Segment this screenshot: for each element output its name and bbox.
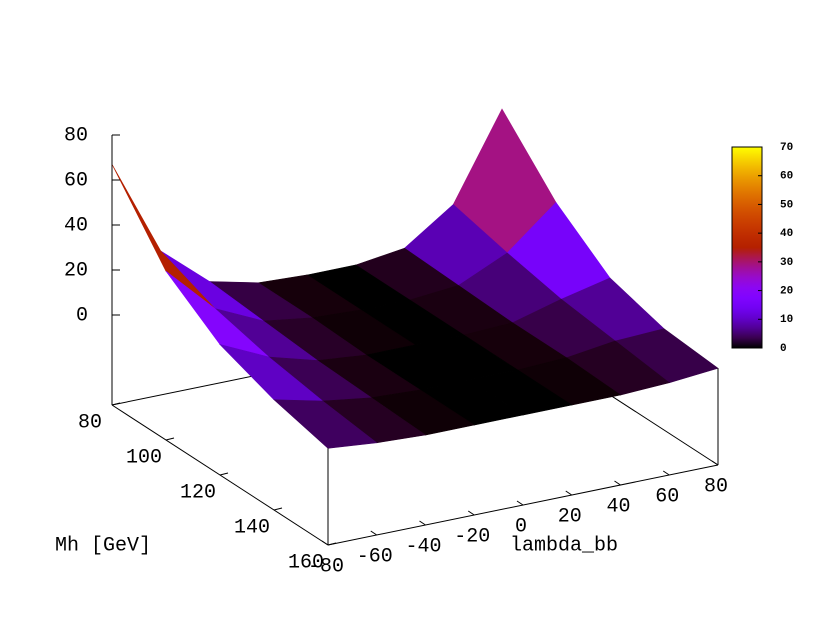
y-tick-label: 160	[288, 551, 324, 574]
y-axis-label: Mh [GeV]	[55, 534, 151, 557]
x-tick-label: 40	[606, 495, 630, 518]
x-tick	[662, 470, 670, 476]
z-tick-label: 0	[76, 304, 88, 327]
x-tick	[419, 520, 426, 526]
surface-quad	[273, 399, 378, 449]
y-tick-label: 140	[234, 516, 270, 539]
x-tick	[370, 530, 378, 536]
x-tick-label: 20	[558, 505, 582, 528]
surface	[111, 108, 719, 449]
x-tick-label: 60	[655, 485, 679, 508]
x-tick-label: -20	[454, 525, 490, 548]
colorbar	[731, 146, 763, 349]
colorbar-tick-label: 40	[780, 228, 793, 240]
x-tick	[516, 500, 524, 506]
x-axis-label: lambda_bb	[510, 534, 618, 557]
x-tick-label: -40	[405, 535, 441, 558]
x-tick	[467, 510, 475, 516]
x-tick-label: -60	[357, 545, 393, 568]
colorbar-tick-label: 0	[780, 343, 787, 355]
z-tick-label: 80	[64, 124, 88, 147]
x-tick-label: -80	[308, 555, 344, 578]
y-tick-label: 100	[126, 446, 162, 469]
colorbar-tick-label: 50	[780, 199, 793, 211]
z-tick-label: 20	[64, 259, 88, 282]
x-tick	[614, 480, 621, 486]
x-tick	[565, 490, 573, 496]
colorbar-tick-label: 10	[780, 314, 793, 326]
colorbar-tick-label: 60	[780, 171, 793, 183]
colorbar-tick-label: 20	[780, 285, 793, 297]
colorbar-tick-label: 30	[780, 257, 793, 269]
x-tick	[711, 460, 719, 466]
y-tick	[273, 507, 283, 511]
x-tick-label: 80	[704, 475, 728, 498]
colorbar-tick-label: 70	[780, 142, 793, 154]
y-tick	[111, 402, 121, 406]
y-tick-label: 120	[180, 481, 216, 504]
y-tick	[165, 437, 175, 441]
x-tick-label: 0	[515, 515, 527, 538]
y-tick	[327, 542, 337, 546]
z-tick-label: 60	[64, 169, 88, 192]
y-tick-label: 80	[78, 411, 102, 434]
y-tick	[219, 472, 229, 476]
x-tick	[321, 540, 329, 546]
z-tick-label: 40	[64, 214, 88, 237]
